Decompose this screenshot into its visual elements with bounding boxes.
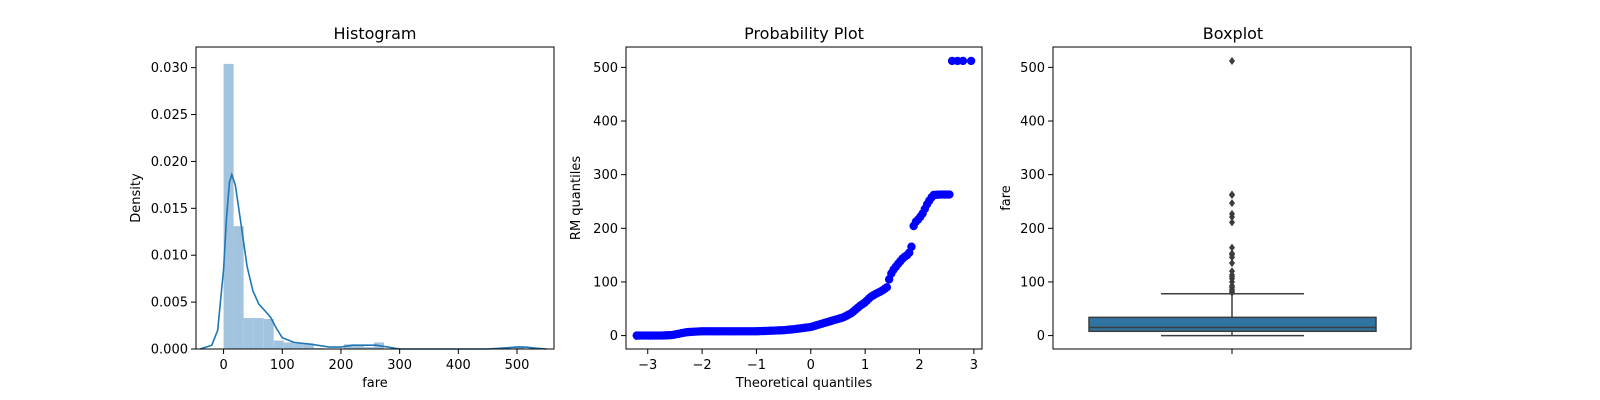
histogram-axes-frame	[195, 46, 555, 350]
histogram-title: Histogram	[334, 24, 417, 43]
histogram-ytick-label: 0.030	[151, 61, 188, 76]
histogram-bar	[243, 318, 254, 349]
probability-plot-ytick-label: 400	[593, 115, 618, 130]
histogram-ytick-label: 0.000	[151, 343, 188, 358]
histogram-bar	[233, 226, 244, 349]
histogram-bar	[253, 318, 264, 349]
histogram-ylabel: Density	[129, 173, 144, 223]
boxplot-title: Boxplot	[1203, 24, 1263, 43]
histogram-bar	[353, 345, 364, 349]
probability-plot-xtick-label: 1	[861, 358, 869, 373]
histogram-xtick-label: 0	[219, 358, 227, 373]
probability-plot-ytick-label: 500	[593, 61, 618, 76]
histogram-bar	[293, 343, 304, 349]
probability-plot-xtick-label: 3	[970, 358, 978, 373]
boxplot-ylabel: fare	[999, 185, 1014, 211]
probability-plot-ytick-label: 0	[610, 329, 618, 344]
qq-point	[632, 331, 642, 340]
outlier-marker	[1229, 218, 1235, 227]
histogram-bar	[343, 344, 354, 349]
outlier-marker	[1229, 190, 1235, 199]
probability-plot-xtick-label: −3	[638, 358, 657, 373]
histogram-xtick-label: 500	[505, 358, 530, 373]
qq-point	[945, 190, 954, 199]
outlier-marker	[1229, 249, 1235, 258]
probability-plot-ylabel: RM quantiles	[569, 156, 584, 240]
histogram-xtick-label: 300	[387, 358, 412, 373]
outlier-marker	[1229, 199, 1235, 208]
probability-plot-ytick-label: 200	[593, 222, 618, 237]
boxplot-ytick-label: 200	[1020, 222, 1045, 237]
probability-plot-ytick-label: 100	[593, 275, 618, 290]
histogram-ytick-label: 0.020	[151, 155, 188, 170]
probability-plot-axes-frame	[625, 46, 983, 350]
outlier-marker	[1229, 209, 1235, 218]
histogram-xtick-label: 200	[329, 358, 354, 373]
qq-point	[966, 56, 976, 66]
histogram-xtick-label: 400	[446, 358, 471, 373]
boxplot-ytick-label: 300	[1020, 168, 1045, 183]
probability-plot-xtick-label: 2	[915, 358, 923, 373]
qq-point	[646, 331, 655, 340]
probability-plot-xtick-label: −1	[747, 358, 766, 373]
iqr-box	[1088, 316, 1377, 333]
boxplot-ytick-label: 0	[1037, 329, 1045, 344]
qq-point	[882, 283, 892, 292]
histogram-panel: Histogram fare Density 0 100 200 300 400 500 0…	[129, 24, 555, 391]
probability-plot-xtick-label: −2	[693, 358, 712, 373]
boxplot-panel: Boxplot fare 0 100 200 300 400 500	[999, 24, 1412, 354]
histogram-ytick-label: 0.005	[151, 296, 188, 311]
histogram-ytick-label: 0.025	[151, 108, 188, 123]
outlier-marker	[1229, 56, 1235, 65]
probability-plot-xtick-label: 0	[807, 358, 815, 373]
histogram-ytick-label: 0.010	[151, 249, 188, 264]
qq-point	[907, 242, 916, 251]
histogram-bar	[363, 347, 374, 349]
histogram-xtick-label: 100	[270, 358, 295, 373]
histogram-bar	[273, 340, 284, 349]
histogram-bar	[223, 63, 234, 349]
probability-plot-title: Probability Plot	[744, 24, 864, 43]
probability-plot-panel: Probability Plot Theoretical quantiles R…	[569, 24, 983, 391]
probability-plot-xlabel: Theoretical quantiles	[735, 376, 873, 391]
boxplot-ytick-label: 100	[1020, 275, 1045, 290]
histogram-bar	[303, 343, 314, 349]
histogram-ytick-label: 0.015	[151, 202, 188, 217]
histogram-bar	[263, 318, 274, 349]
boxplot-ytick-label: 400	[1020, 115, 1045, 130]
histogram-bar	[283, 342, 294, 349]
qq-point	[958, 56, 968, 66]
histogram-xlabel: fare	[362, 376, 388, 391]
outlier-marker	[1229, 243, 1235, 252]
boxplot-ytick-label: 500	[1020, 61, 1045, 76]
outlier-marker	[1229, 267, 1235, 276]
probability-plot-ytick-label: 300	[593, 168, 618, 183]
outlier-marker	[1229, 259, 1235, 268]
